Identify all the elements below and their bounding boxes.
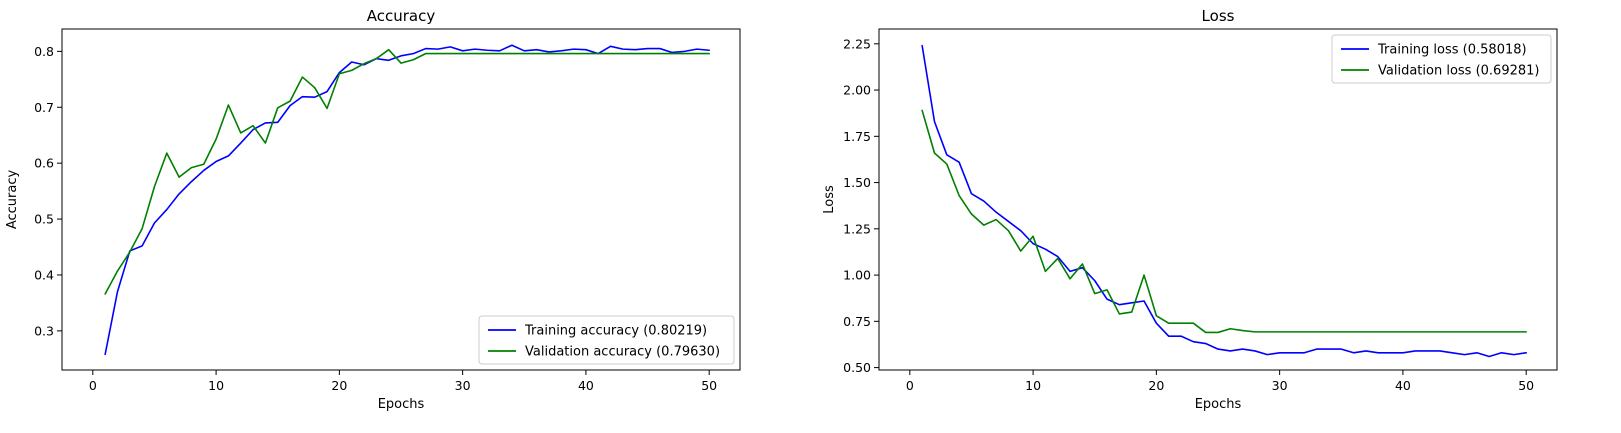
y-axis-label: Loss bbox=[822, 185, 837, 214]
x-tick-label: 10 bbox=[208, 378, 224, 393]
x-tick-label: 20 bbox=[1148, 378, 1164, 393]
legend-entry: Validation loss (0.69281) bbox=[1378, 64, 1539, 79]
series-line-training bbox=[921, 44, 1527, 358]
y-tick-label: 0.3 bbox=[34, 323, 54, 338]
y-tick-label: 0.8 bbox=[34, 44, 54, 59]
legend: Training loss (0.58018) Validation loss (… bbox=[1331, 34, 1552, 84]
x-tick-label: 10 bbox=[1025, 378, 1041, 393]
loss-chart: Loss 0 10 20 30 40 50 0.50 0.75 1.00 1.25 1.50 1.75 2… bbox=[822, 7, 1558, 412]
y-tick-label: 0.50 bbox=[843, 360, 871, 375]
legend-box bbox=[478, 315, 735, 365]
y-tick-label: 0.6 bbox=[34, 156, 54, 171]
legend: Training accuracy (0.80219) Validation ac… bbox=[478, 315, 735, 365]
x-axis-label: Epochs bbox=[1195, 397, 1242, 412]
y-tick-label: 1.00 bbox=[843, 268, 871, 283]
y-axis-label: Accuracy bbox=[5, 170, 20, 230]
series-line-validation bbox=[104, 48, 710, 295]
series-line-validation bbox=[921, 109, 1527, 334]
x-tick-label: 50 bbox=[701, 378, 717, 393]
chart-title: Loss bbox=[1202, 7, 1235, 25]
y-tick-label: 0.5 bbox=[34, 212, 54, 227]
legend-entry: Validation accuracy (0.79630) bbox=[525, 345, 720, 360]
plot-frame bbox=[878, 28, 1558, 371]
series-line-training bbox=[104, 44, 710, 356]
legend-entry: Training loss (0.58018) bbox=[1377, 43, 1527, 58]
accuracy-chart: Accuracy 0 10 20 30 40 50 0.3 0.4 0.5 0.6 0.7 0.8 Epo… bbox=[5, 7, 741, 412]
x-tick-label: 0 bbox=[89, 378, 97, 393]
y-tick-label: 0.4 bbox=[34, 267, 54, 282]
x-tick-label: 20 bbox=[331, 378, 347, 393]
y-tick-label: 0.7 bbox=[34, 100, 54, 115]
y-tick-label: 2.25 bbox=[843, 36, 871, 51]
y-tick-label: 1.75 bbox=[843, 129, 871, 144]
legend-entry: Training accuracy (0.80219) bbox=[524, 324, 707, 339]
x-tick-label: 30 bbox=[455, 378, 471, 393]
x-tick-label: 40 bbox=[578, 378, 594, 393]
y-tick-label: 1.50 bbox=[843, 175, 871, 190]
legend-box bbox=[1331, 34, 1552, 84]
x-tick-label: 0 bbox=[906, 378, 914, 393]
y-tick-label: 2.00 bbox=[843, 83, 871, 98]
chart-title: Accuracy bbox=[367, 7, 436, 25]
plot-frame bbox=[61, 28, 741, 371]
y-tick-label: 1.25 bbox=[843, 221, 871, 236]
y-tick-label: 0.75 bbox=[843, 314, 871, 329]
x-tick-label: 40 bbox=[1395, 378, 1411, 393]
x-tick-label: 50 bbox=[1518, 378, 1534, 393]
x-tick-label: 30 bbox=[1272, 378, 1288, 393]
x-axis-label: Epochs bbox=[378, 397, 425, 412]
